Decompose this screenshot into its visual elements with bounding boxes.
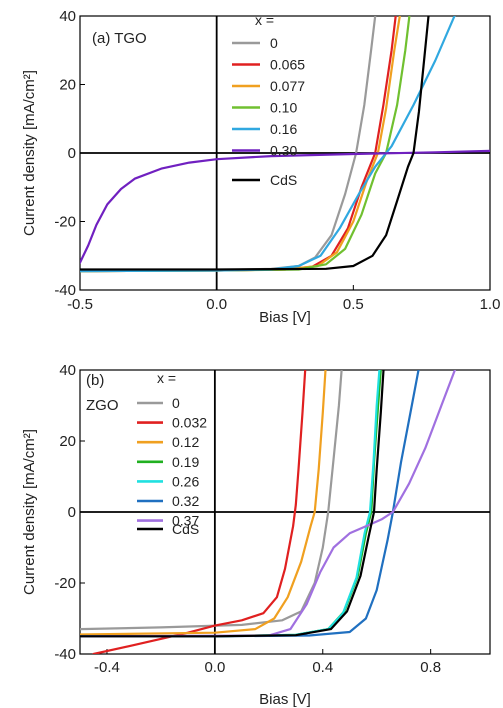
legend-label: 0.065	[270, 57, 305, 73]
series-line-0-26	[80, 370, 381, 638]
series-line-0-30	[80, 149, 490, 264]
series-line-0	[80, 16, 377, 273]
legend-title: x =	[157, 370, 176, 386]
y-tick-label: 20	[59, 433, 76, 450]
panel-b-zgo: -0.4 0.0 0.4 0.8 40 20 0 -20 -40 Bias [V] Current …	[21, 362, 491, 708]
legend-label: 0.37	[172, 513, 199, 529]
y-tick-label: -20	[54, 575, 76, 592]
series-line-cds	[80, 16, 430, 271]
legend-label: 0.19	[172, 454, 199, 470]
y-tick-label: 40	[59, 8, 76, 25]
series-line-0-32	[80, 370, 420, 638]
x-tick-label: -0.4	[94, 659, 120, 676]
x-tick-label: 0.0	[204, 659, 225, 676]
x-tick-label: 0.0	[206, 296, 227, 313]
y-tick-label: -40	[54, 646, 76, 663]
y-axis-label: Current density [mA/cm²]	[21, 429, 38, 595]
y-tick-label: 0	[68, 504, 76, 521]
panel-label: (a) TGO	[92, 30, 147, 47]
series-group	[80, 16, 490, 273]
legend-label: 0	[270, 35, 278, 51]
x-tick-label: 0.4	[312, 659, 333, 676]
x-tick-label: 0.5	[343, 296, 364, 313]
x-tick-label: 1.0	[480, 296, 501, 313]
legend-label: CdS	[172, 521, 199, 537]
y-axis-label: Current density [mA/cm²]	[21, 70, 38, 236]
panel-label: (b)	[86, 372, 104, 389]
y-tick-label: 40	[59, 362, 76, 379]
y-tick-label: 0	[68, 145, 76, 162]
x-tick-label: -0.5	[67, 296, 93, 313]
x-tick-label: 0.8	[420, 659, 441, 676]
panel-a-tgo: -0.5 0.0 0.5 1.0 40 20 0 -20 -40 Bias [V] Current …	[21, 8, 500, 326]
legend-label: CdS	[270, 172, 297, 188]
legend-title: x =	[255, 12, 274, 28]
y-tick-label: -40	[54, 282, 76, 299]
series-line-0-16	[80, 16, 456, 273]
legend-label: 0.077	[270, 78, 305, 94]
x-axis-label: Bias [V]	[259, 691, 311, 708]
series-line-cds	[80, 370, 385, 638]
legend-label: 0.032	[172, 415, 207, 431]
series-line-0-19	[80, 370, 382, 638]
x-axis-label: Bias [V]	[259, 309, 311, 326]
y-tick-label: 20	[59, 77, 76, 94]
legend-label: 0.30	[270, 143, 297, 159]
legend-label: 0.12	[172, 434, 199, 450]
legend-label: 0.10	[270, 100, 297, 116]
series-group	[80, 370, 456, 654]
legend-label: 0	[172, 395, 180, 411]
series-line-0-12	[80, 370, 327, 636]
series-line-0-37	[80, 370, 456, 638]
y-tick-label: -20	[54, 214, 76, 231]
legend-label: 0.26	[172, 473, 199, 489]
legend-label: 0.32	[172, 493, 199, 509]
legend-label: 0.16	[270, 121, 297, 137]
series-line-0-10	[80, 16, 411, 273]
panel-sublabel: ZGO	[86, 397, 119, 414]
